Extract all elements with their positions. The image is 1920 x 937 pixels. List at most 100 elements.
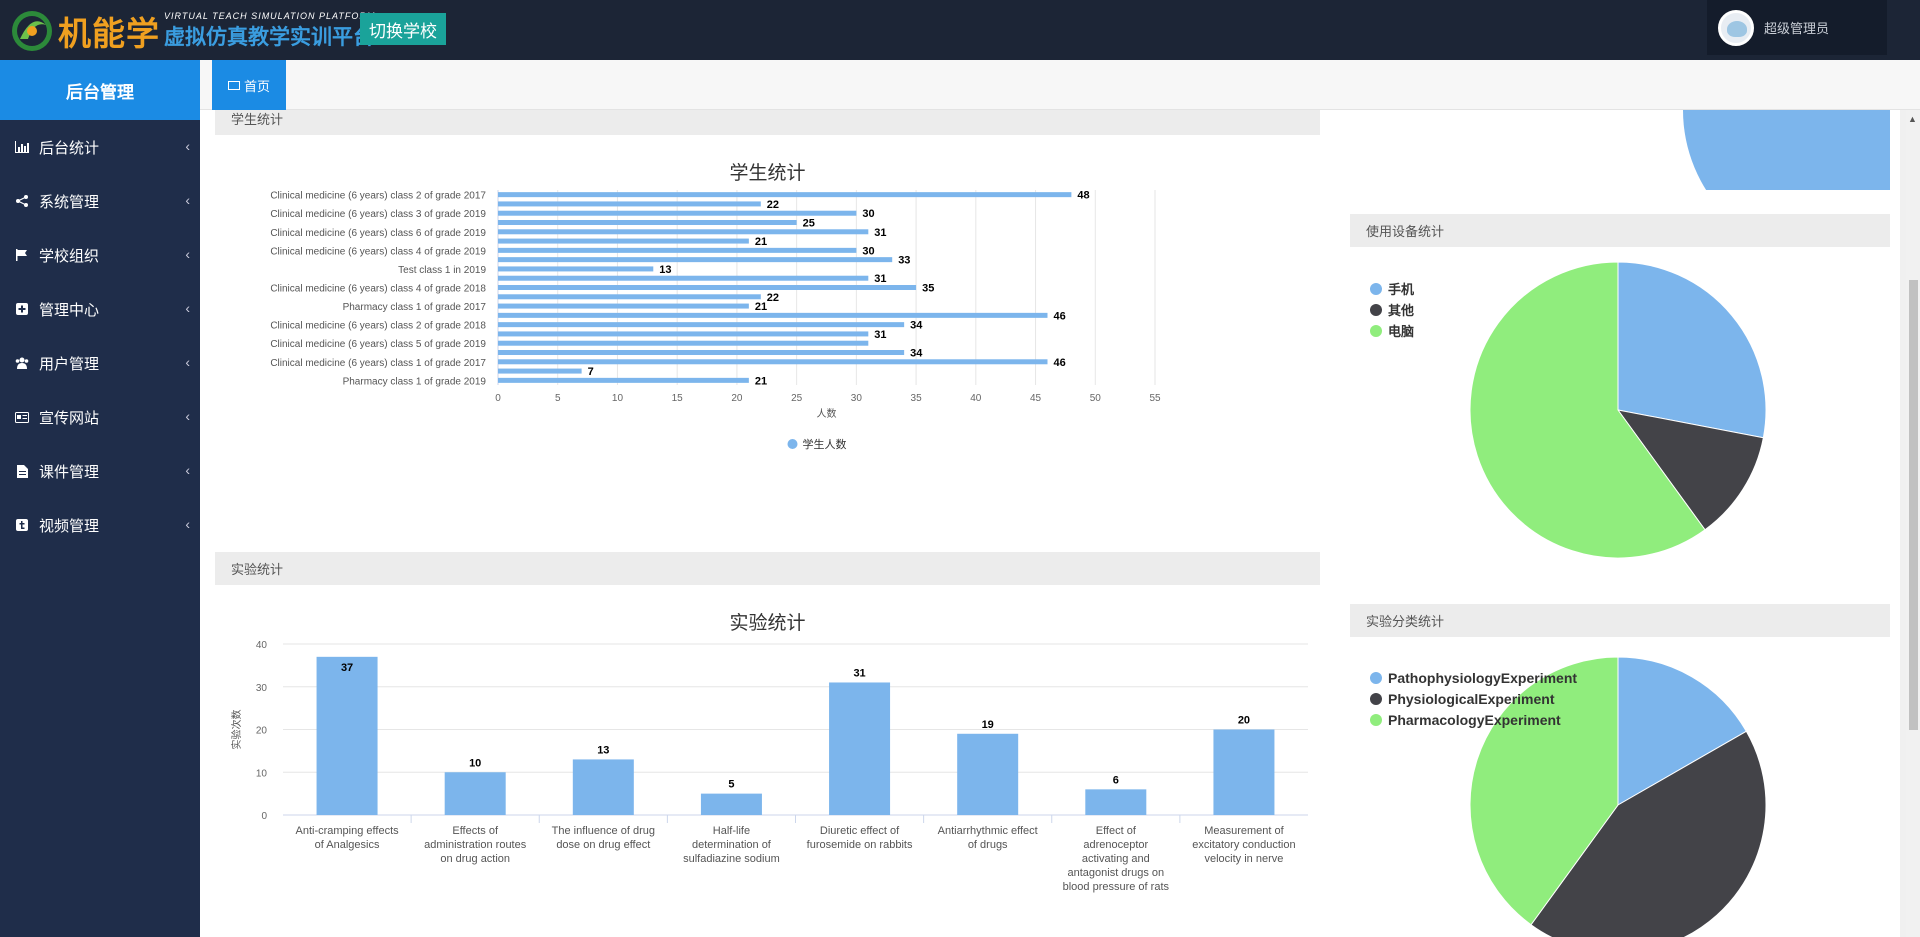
scroll-thumb[interactable]: [1909, 280, 1918, 730]
category-label: Effect of: [1096, 825, 1137, 837]
category-label: Clinical medicine (6 years) class 4 of g…: [270, 284, 486, 295]
bar: [498, 331, 869, 337]
x-tick-label: 40: [970, 393, 982, 404]
panel-header-category-stats: 实验分类统计: [1350, 604, 1890, 637]
legend-label: PhysiologicalExperiment: [1388, 691, 1555, 707]
avatar[interactable]: [1718, 9, 1754, 46]
panel-title: 实验统计: [231, 562, 284, 577]
tumblr-square-icon: [15, 518, 29, 532]
chart-title: 实验统计: [729, 613, 806, 634]
category-label: Anti-cramping effects: [296, 825, 400, 837]
x-tick-label: 45: [1030, 393, 1042, 404]
y-tick-label: 30: [256, 683, 268, 694]
category-label: of Analgesics: [315, 839, 380, 851]
sidebar-item-school-org[interactable]: 学校组织 ‹: [0, 228, 200, 282]
panel-header-experiment-stats: 实验统计: [215, 552, 1320, 585]
bar: [829, 682, 891, 815]
dashboard-content: 学生统计 学生统计 0 5 10 15 20 25 30 35 40 45 50 55 48 Clinic…: [200, 110, 1900, 937]
bar: [498, 359, 1048, 365]
y-tick-label: 20: [256, 726, 268, 737]
share-icon: [15, 194, 29, 208]
legend-marker: [1370, 693, 1382, 705]
sidebar-item-dashboard-stats[interactable]: 后台统计 ‹: [0, 120, 200, 174]
data-label: 37: [341, 662, 353, 674]
user-menu[interactable]: 超级管理员: [1707, 0, 1887, 55]
pie-slice: [1616, 409, 1764, 531]
category-label: on drug action: [440, 853, 510, 865]
experiment-bar-chart: 0 10 20 30 40 37 Anti-cramping effects of Analg…: [230, 640, 1308, 893]
category-label: excitatory conduction: [1192, 839, 1295, 851]
chevron-left-icon: ‹: [185, 192, 190, 208]
category-label: Antiarrhythmic effect: [938, 825, 1038, 837]
data-label: 7: [588, 366, 594, 378]
category-label: Pharmacy class 1 of grade 2017: [343, 302, 487, 313]
bar: [316, 656, 378, 815]
data-label: 21: [755, 301, 767, 313]
bar: [498, 229, 869, 235]
logo-emblem-icon: [12, 11, 52, 51]
logo: 机能学 VIRTUAL TEACH SIMULATION PLATFORM 虚拟…: [10, 10, 375, 53]
sidebar-item-system[interactable]: 系统管理 ‹: [0, 174, 200, 228]
bar: [498, 220, 797, 225]
page-scrollbar[interactable]: ▲: [1906, 110, 1920, 937]
tab-home[interactable]: 首页: [212, 60, 286, 110]
sidebar-item-video[interactable]: 视频管理 ‹: [0, 498, 200, 552]
legend-marker: [1370, 283, 1382, 295]
pie-slice: [1617, 656, 1748, 806]
category-label: of drugs: [968, 839, 1008, 851]
sidebar-item-promo-site[interactable]: 宣传网站 ‹: [0, 390, 200, 444]
y-tick-label: 40: [256, 640, 268, 651]
category-label: antagonist drugs on: [1067, 867, 1164, 879]
sidebar-item-label: 后台统计: [39, 139, 100, 157]
switch-school-button[interactable]: 切换学校: [360, 13, 446, 45]
category-label: activating and: [1082, 853, 1150, 865]
sidebar-item-label: 课件管理: [39, 463, 100, 481]
file-icon: [15, 464, 29, 478]
bar: [498, 294, 761, 300]
sidebar-item-users[interactable]: 用户管理 ‹: [0, 336, 200, 390]
sidebar-title: 后台管理: [0, 60, 200, 120]
category-label: velocity in nerve: [1205, 853, 1284, 865]
chevron-left-icon: ‹: [185, 354, 190, 370]
y-axis-title: 实验次数: [230, 710, 243, 750]
pie-slice: [1530, 730, 1767, 937]
category-label: administration routes: [424, 839, 527, 851]
category-label: Diuretic effect of: [820, 825, 900, 837]
legend-label: 其他: [1388, 303, 1414, 318]
x-tick-label: 10: [612, 393, 624, 404]
tab-bar: 首页: [200, 60, 1920, 110]
chevron-left-icon: ‹: [185, 408, 190, 424]
data-label: 21: [755, 236, 767, 248]
bar: [498, 238, 749, 244]
data-label: 13: [597, 744, 609, 756]
bar: [498, 192, 1072, 198]
data-label: 31: [874, 273, 886, 285]
panel-title: 使用设备统计: [1366, 224, 1445, 239]
category-pie-chart: PathophysiologyExperiment PhysiologicalEx…: [1370, 656, 1767, 937]
sidebar-item-management-center[interactable]: 管理中心 ‹: [0, 282, 200, 336]
sidebar: 后台管理 后台统计 ‹ 系统管理 ‹ 学校组织 ‹ 管理中心 ‹ 用户管理 ‹: [0, 60, 200, 937]
logo-main-text: 机能学: [58, 14, 160, 53]
x-tick-label: 55: [1149, 393, 1161, 404]
data-label: 19: [982, 719, 994, 731]
x-tick-label: 35: [911, 393, 923, 404]
category-label: Clinical medicine (6 years) class 3 of g…: [270, 209, 486, 220]
category-label: Clinical medicine (6 years) class 2 of g…: [270, 321, 486, 332]
data-label: 22: [767, 199, 779, 211]
user-name[interactable]: 超级管理员: [1764, 21, 1830, 36]
category-label: Measurement of: [1204, 825, 1284, 837]
category-label: Clinical medicine (6 years) class 6 of g…: [270, 228, 486, 239]
panel-title: 学生统计: [231, 112, 284, 127]
partial-pie-chart: [1683, 110, 1890, 190]
data-label: 34: [910, 348, 923, 360]
bar: [444, 772, 506, 815]
sidebar-item-label: 视频管理: [39, 517, 100, 535]
scroll-up-arrow-icon[interactable]: ▲: [1908, 114, 1917, 124]
pie-slice: [1469, 261, 1706, 559]
data-label: 34: [910, 320, 923, 332]
sidebar-item-courseware[interactable]: 课件管理 ‹: [0, 444, 200, 498]
category-label: Pharmacy class 1 of grade 2019: [343, 376, 487, 387]
plus-square-icon: [15, 302, 29, 316]
